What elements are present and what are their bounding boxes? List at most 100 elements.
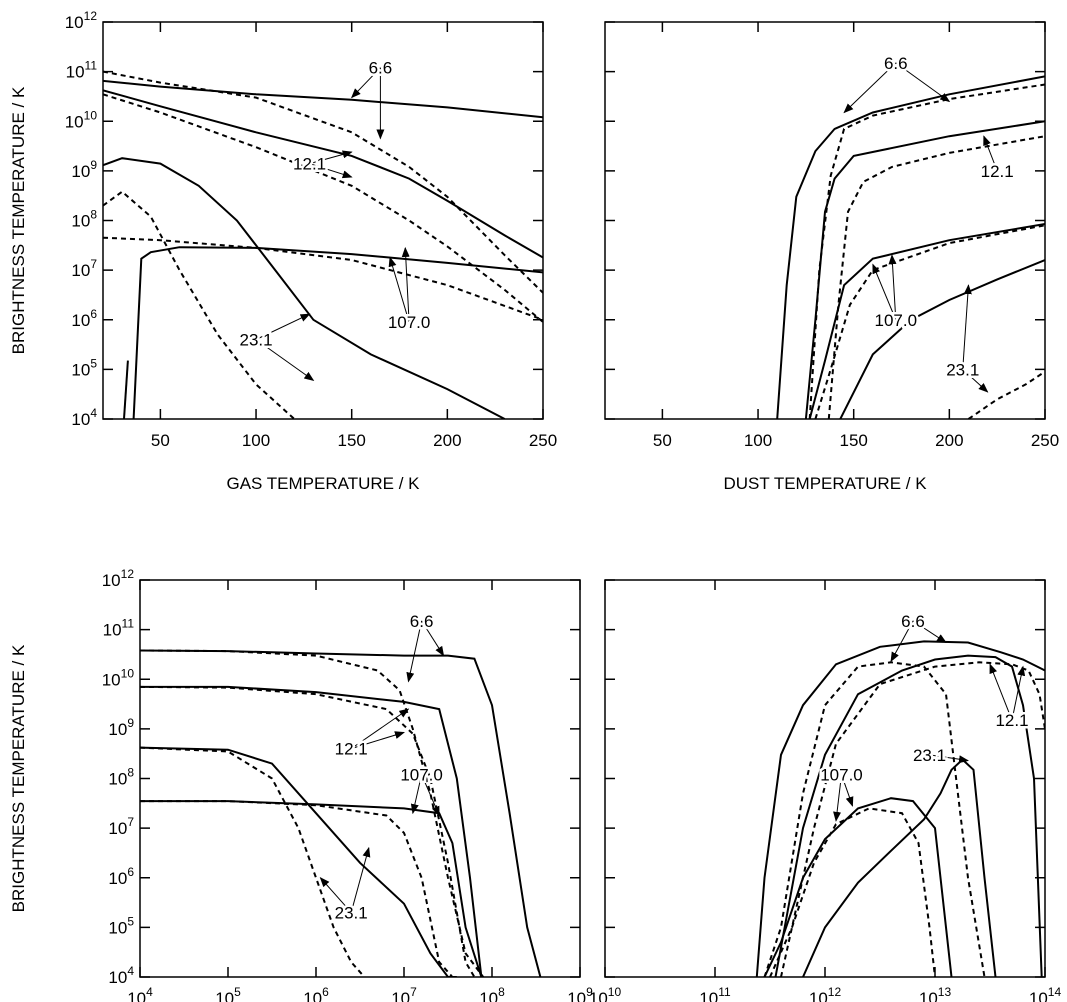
y-tick-exponent: 6 [127, 865, 134, 879]
annotation-arrow [351, 67, 381, 99]
annotation-arrow [255, 313, 311, 340]
y-tick-exponent: 11 [122, 617, 135, 631]
y-tick-label: 1010 [65, 108, 98, 131]
annotation-label: 107.0 [400, 766, 443, 785]
x-tick-label: 107 [391, 985, 417, 1002]
annotation-arrow [962, 284, 972, 370]
y-tick-exponent: 9 [90, 158, 97, 172]
annotation-arrow [929, 754, 969, 764]
annotation-arrow [872, 263, 897, 320]
y-tick-label: 1012 [102, 567, 135, 590]
x-tick-label: 150 [338, 431, 366, 450]
annotation-arrow [989, 663, 1013, 721]
series-line-3 [140, 685, 483, 977]
annotation-arrow [410, 774, 423, 815]
series-line-6 [814, 224, 1045, 419]
x-tick-exponent: 12 [828, 985, 842, 999]
annotation-label: 12.1 [335, 740, 368, 759]
x-tick-exponent: 9 [586, 985, 593, 999]
x-tick-exponent: 10 [608, 985, 622, 999]
annotation-arrow [962, 369, 989, 393]
y-tick-label: 109 [71, 158, 97, 181]
x-tick-label: 250 [529, 431, 557, 450]
series-line-4 [827, 135, 1045, 419]
x-tick-exponent: 14 [1048, 985, 1062, 999]
x-tick-exponent: 11 [718, 985, 731, 999]
y-tick-label: 107 [108, 815, 134, 838]
annotation-label: 107.0 [875, 311, 918, 330]
plot-frame [102, 21, 544, 420]
x-tick-label: 200 [433, 431, 461, 450]
y-tick-exponent: 4 [90, 406, 97, 420]
panel-dust-temperature: 50 100 150 200 250 DUST TEMPERATURE / K 6.6 12.… [604, 21, 1059, 493]
y-tick-exponent: 12 [121, 567, 135, 581]
annotation-arrow [888, 254, 897, 320]
x-tick-exponent: 4 [146, 985, 153, 999]
series-line-7 [140, 800, 483, 977]
x-tick-label: 1012 [809, 985, 842, 1002]
y-tick-exponent: 10 [121, 666, 135, 680]
y-axis-title: BRIGHTNESS TEMPERATURE / K [9, 86, 28, 354]
annotation-label: 107.0 [820, 766, 863, 785]
series-line-3 [774, 654, 1043, 977]
annotation-arrow [255, 339, 315, 381]
x-tick-label: 50 [653, 431, 672, 450]
series-line-8 [967, 370, 1045, 419]
x-tick-label: 250 [1031, 431, 1059, 450]
series-line-1 [140, 649, 542, 977]
series-line-4 [780, 661, 1045, 977]
annotation-arrow [401, 246, 410, 323]
y-tick-label: 105 [108, 914, 134, 937]
annotation-arrow [912, 620, 947, 644]
series-line-1 [103, 79, 543, 119]
y-tick-exponent: 5 [90, 356, 97, 370]
y-tick-exponent: 9 [127, 716, 134, 730]
annotation-label: 12.1 [981, 162, 1014, 181]
x-tick-label: 1014 [1029, 985, 1062, 1002]
x-tick-label: 104 [127, 985, 153, 1002]
series-line-3 [103, 89, 543, 259]
y-axis-title: BRIGHTNESS TEMPERATURE / K [9, 644, 28, 912]
y-tick-label: 108 [71, 208, 97, 231]
series-line-7 [839, 259, 1045, 419]
series-line-4 [140, 685, 476, 977]
series-line-5 [763, 797, 953, 977]
y-tick-exponent: 6 [90, 307, 97, 321]
y-tick-exponent: 12 [84, 9, 98, 23]
series-line-2 [763, 661, 986, 977]
annotation-arrow [843, 62, 897, 114]
x-axis-title: DUST TEMPERATURE / K [723, 474, 927, 493]
x-axis-title: GAS TEMPERATURE / K [226, 474, 420, 493]
y-tick-exponent: 11 [85, 59, 98, 73]
y-tick-exponent: 10 [84, 108, 98, 122]
series-line-2 [808, 83, 1045, 419]
x-tick-label: 100 [242, 431, 270, 450]
annotation-arrow [351, 731, 405, 750]
annotation-arrow [319, 877, 352, 913]
x-tick-exponent: 13 [938, 985, 952, 999]
x-tick-label: 200 [935, 431, 963, 450]
x-tick-label: 1011 [699, 985, 731, 1002]
series-line-8 [103, 190, 295, 419]
annotation-label: 12.1 [293, 155, 326, 174]
annotation-arrow [350, 708, 410, 750]
series-line-1 [755, 640, 1045, 977]
series-line-5 [808, 223, 1045, 419]
annotation-label: 23.1 [913, 746, 946, 765]
annotation-label: 6.6 [410, 612, 434, 631]
series-line-9 [123, 360, 129, 419]
series-line-6 [103, 236, 543, 321]
series-line-4 [103, 93, 543, 323]
annotation-arrow [890, 620, 914, 663]
annotation-arrow [421, 774, 440, 817]
x-tick-label: 150 [840, 431, 868, 450]
series-line-2 [103, 70, 543, 294]
x-tick-label: 1010 [589, 985, 622, 1002]
series-line-1 [776, 75, 1045, 419]
annotation-arrow [841, 774, 854, 807]
x-tick-label: 1013 [919, 985, 952, 1002]
x-tick-label: 109 [567, 985, 593, 1002]
x-tick-label: 105 [215, 985, 241, 1002]
